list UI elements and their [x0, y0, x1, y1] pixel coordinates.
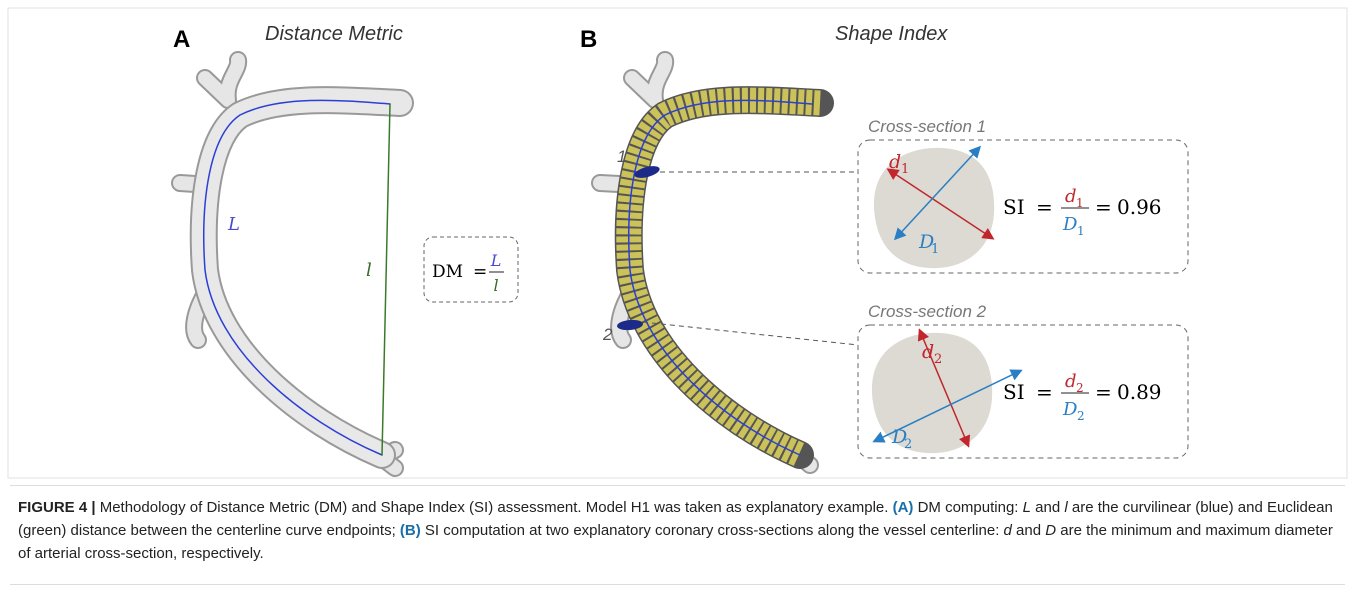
panel-letter: A: [173, 26, 190, 53]
caption-label: FIGURE 4 |: [18, 499, 96, 516]
si-eq: =: [1036, 195, 1053, 219]
d-label-sub: 2: [934, 352, 942, 367]
leader-line: [642, 321, 859, 346]
caption-symbol: l: [1064, 499, 1068, 516]
si-num-sub: 1: [1076, 196, 1084, 210]
line-label: l: [366, 260, 372, 281]
si-lhs: SI: [1003, 195, 1025, 219]
d-label: d: [922, 341, 934, 363]
d-label: d: [889, 151, 901, 173]
si-den: D: [1062, 399, 1078, 420]
si-den-sub: 2: [1077, 409, 1085, 423]
caption-text: DM computing:: [913, 499, 1023, 516]
d-label-sub: 1: [901, 162, 909, 177]
caption-symbol: D: [1045, 522, 1057, 539]
D-label: D: [891, 426, 907, 448]
section-box: [857, 139, 1189, 274]
marker-label: 2: [602, 325, 613, 344]
si-eq: =: [1095, 195, 1112, 219]
dm-box: [423, 236, 519, 303]
caption-text: and: [1011, 522, 1046, 539]
panel-title: Distance Metric: [265, 23, 403, 45]
dm-lhs: DM: [432, 262, 463, 282]
si-num: d: [1065, 186, 1077, 207]
caption: FIGURE 4 | Methodology of Distance Metri…: [10, 485, 1345, 585]
section-box: [857, 324, 1189, 459]
dm-num: L: [490, 251, 502, 270]
panel-title: Shape Index: [835, 23, 948, 45]
si-lhs: SI: [1003, 380, 1025, 404]
figure: A Distance Metric L l DM = L l B Shape I…: [7, 7, 1348, 479]
panel-letter: B: [580, 26, 597, 53]
si-num-sub: 2: [1076, 381, 1084, 395]
vessel-a: [171, 51, 414, 477]
si-num: d: [1065, 371, 1077, 392]
caption-text: are the minimum and maximum diameter of …: [18, 522, 1333, 562]
D-label-sub: 2: [904, 437, 912, 452]
max-diameter: [872, 369, 1023, 443]
caption-text: SI computation at two explanatory corona…: [420, 522, 1004, 539]
caption-text: are the curvilinear (blue) and Euclidean…: [18, 499, 1333, 539]
caption-ref: (B): [399, 522, 421, 539]
si-den-sub: 1: [1077, 224, 1085, 238]
vessel-b: [591, 51, 834, 474]
si-value: 0.96: [1117, 195, 1162, 219]
caption-symbol: d: [1003, 522, 1012, 539]
caption-text: Methodology of Distance Metric (DM) and …: [95, 499, 893, 516]
D-label: D: [918, 231, 934, 253]
caption-text: and: [1030, 499, 1065, 516]
si-den: D: [1062, 214, 1078, 235]
caption-ref: (A): [892, 499, 914, 516]
si-value: 0.89: [1117, 380, 1162, 404]
section-title: Cross-section 2: [868, 302, 987, 321]
D-label-sub: 1: [931, 242, 939, 257]
cross-section-disc: [634, 166, 660, 178]
marker-label: 1: [617, 147, 626, 166]
cross-section-disc: [617, 319, 643, 331]
dm-eq: =: [473, 262, 487, 282]
figure-frame: [7, 7, 1348, 479]
max-diameter: [893, 145, 982, 241]
curve-label: L: [227, 214, 240, 235]
caption-symbol: L: [1022, 499, 1031, 516]
si-eq: =: [1036, 380, 1053, 404]
si-eq: =: [1095, 380, 1112, 404]
section-title: Cross-section 1: [868, 117, 986, 136]
dm-den: l: [493, 276, 498, 295]
